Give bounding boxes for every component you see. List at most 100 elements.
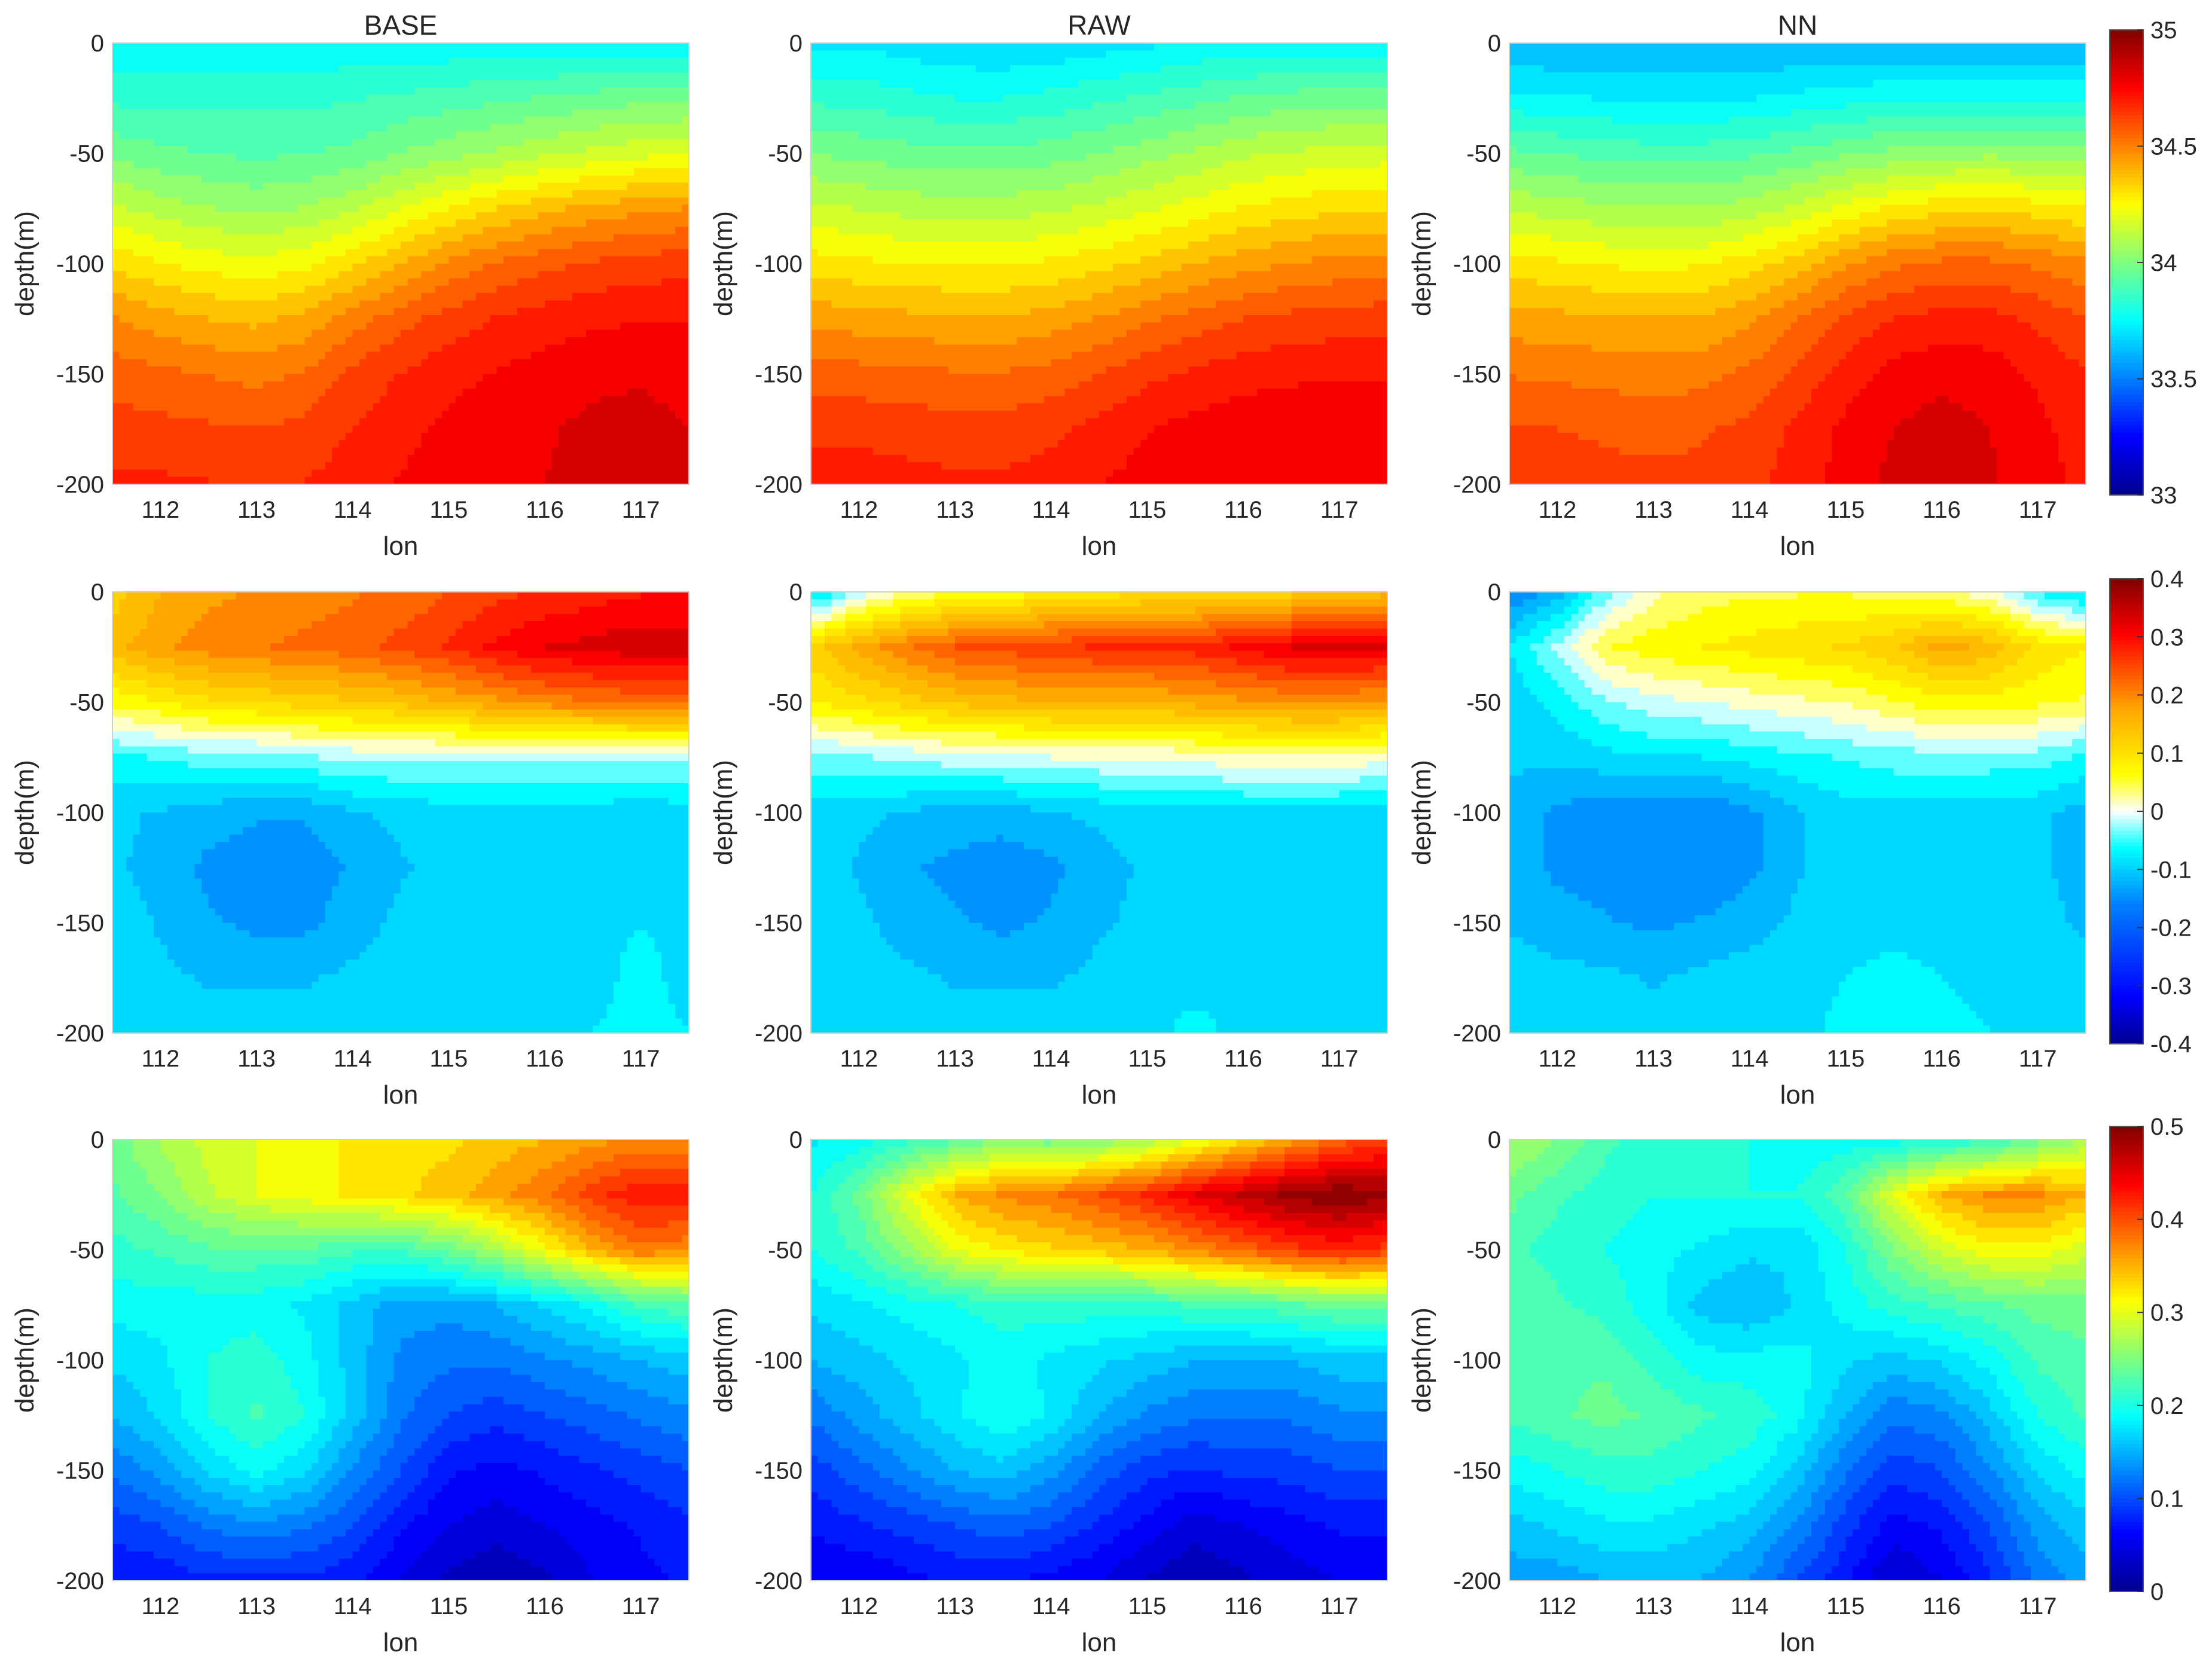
heatmap-cell bbox=[188, 242, 195, 249]
heatmap-cell bbox=[655, 308, 662, 316]
heatmap-cell bbox=[325, 175, 332, 183]
heatmap-cell bbox=[257, 227, 264, 235]
heatmap-cell bbox=[669, 249, 676, 256]
heatmap-cell bbox=[304, 80, 312, 88]
heatmap-cell bbox=[387, 146, 394, 154]
heatmap-cell bbox=[112, 212, 120, 220]
heatmap-cell bbox=[304, 256, 312, 264]
heatmap-cell bbox=[448, 146, 456, 154]
heatmap-cell bbox=[325, 227, 332, 235]
heatmap-cell bbox=[614, 308, 621, 316]
heatmap-cell bbox=[435, 132, 442, 139]
heatmap-cell bbox=[517, 205, 524, 213]
heatmap-cell bbox=[325, 271, 332, 279]
heatmap-cell bbox=[551, 139, 559, 146]
heatmap-cell bbox=[304, 161, 312, 169]
heatmap-cell bbox=[209, 249, 216, 256]
heatmap-cell bbox=[531, 117, 538, 124]
heatmap-cell bbox=[620, 58, 627, 66]
heatmap-cell bbox=[511, 124, 518, 132]
heatmap-cell bbox=[353, 308, 360, 316]
heatmap-cell bbox=[456, 154, 463, 161]
heatmap-cell bbox=[126, 87, 133, 95]
heatmap-cell bbox=[511, 242, 518, 249]
heatmap-cell bbox=[215, 279, 222, 286]
heatmap-cell bbox=[133, 337, 140, 345]
heatmap-cell bbox=[112, 183, 120, 191]
heatmap-cell bbox=[243, 124, 250, 132]
heatmap-cell bbox=[675, 337, 682, 345]
heatmap-cell bbox=[462, 154, 469, 161]
heatmap-cell bbox=[298, 227, 305, 235]
heatmap-cell bbox=[551, 124, 559, 132]
heatmap-cell bbox=[284, 279, 291, 286]
heatmap-cell bbox=[606, 132, 614, 139]
heatmap-cell bbox=[243, 271, 250, 279]
heatmap-cell bbox=[215, 264, 222, 271]
heatmap-cell bbox=[435, 308, 442, 316]
heatmap-cell bbox=[270, 227, 277, 235]
heatmap-cell bbox=[448, 109, 456, 117]
heatmap-cell bbox=[332, 293, 339, 301]
heatmap-cell bbox=[682, 219, 689, 227]
heatmap-cell bbox=[119, 359, 126, 367]
heatmap-cell bbox=[222, 205, 230, 213]
heatmap-cell bbox=[442, 330, 449, 338]
heatmap-cell bbox=[538, 161, 545, 169]
heatmap-cell bbox=[202, 352, 209, 360]
heatmap-cell bbox=[298, 190, 305, 198]
heatmap-cell bbox=[112, 50, 120, 58]
heatmap-cell bbox=[511, 43, 518, 51]
heatmap-cell bbox=[497, 72, 504, 80]
heatmap-cell bbox=[524, 58, 532, 66]
heatmap-cell bbox=[119, 183, 126, 191]
heatmap-cell bbox=[380, 161, 388, 169]
heatmap-cell bbox=[243, 109, 250, 117]
heatmap-cell bbox=[174, 315, 181, 323]
heatmap-cell bbox=[147, 139, 154, 146]
heatmap-cell bbox=[394, 117, 401, 124]
heatmap-cell bbox=[325, 315, 332, 323]
heatmap-cell bbox=[202, 190, 209, 198]
heatmap-cell bbox=[627, 249, 634, 256]
heatmap-cell bbox=[332, 72, 339, 80]
heatmap-cell bbox=[270, 80, 277, 88]
heatmap-cell bbox=[462, 65, 469, 73]
heatmap-cell bbox=[524, 43, 532, 51]
heatmap-cell bbox=[545, 279, 552, 286]
heatmap-cell bbox=[655, 117, 662, 124]
heatmap-cell bbox=[270, 212, 277, 220]
heatmap-cell bbox=[572, 50, 579, 58]
heatmap-cell bbox=[277, 72, 284, 80]
heatmap-cell bbox=[160, 293, 167, 301]
heatmap-cell bbox=[215, 72, 222, 80]
heatmap-cell bbox=[291, 264, 298, 271]
heatmap-cell bbox=[325, 352, 332, 360]
heatmap-cell bbox=[545, 322, 552, 330]
heatmap-cell bbox=[669, 234, 676, 242]
heatmap-cell bbox=[414, 102, 422, 109]
heatmap-cell bbox=[353, 205, 360, 213]
heatmap-cell bbox=[517, 58, 524, 66]
heatmap-cell bbox=[387, 183, 394, 191]
heatmap-cell bbox=[304, 242, 312, 249]
heatmap-cell bbox=[243, 242, 250, 249]
heatmap-cell bbox=[304, 124, 312, 132]
heatmap-cell bbox=[119, 139, 126, 146]
heatmap-cell bbox=[387, 219, 394, 227]
heatmap-cell bbox=[511, 94, 518, 102]
heatmap-cell bbox=[277, 330, 284, 338]
heatmap-cell bbox=[160, 249, 167, 256]
heatmap-cell bbox=[524, 205, 532, 213]
heatmap-cell bbox=[648, 301, 655, 308]
heatmap-cell bbox=[359, 80, 367, 88]
heatmap-cell bbox=[600, 154, 607, 161]
heatmap-cell bbox=[476, 330, 483, 338]
heatmap-cell bbox=[263, 271, 270, 279]
heatmap-cell bbox=[476, 293, 483, 301]
heatmap-cell bbox=[565, 271, 572, 279]
heatmap-cell bbox=[367, 80, 374, 88]
heatmap-cell bbox=[600, 352, 607, 360]
heatmap-cell bbox=[195, 315, 202, 323]
heatmap-cell bbox=[669, 117, 676, 124]
